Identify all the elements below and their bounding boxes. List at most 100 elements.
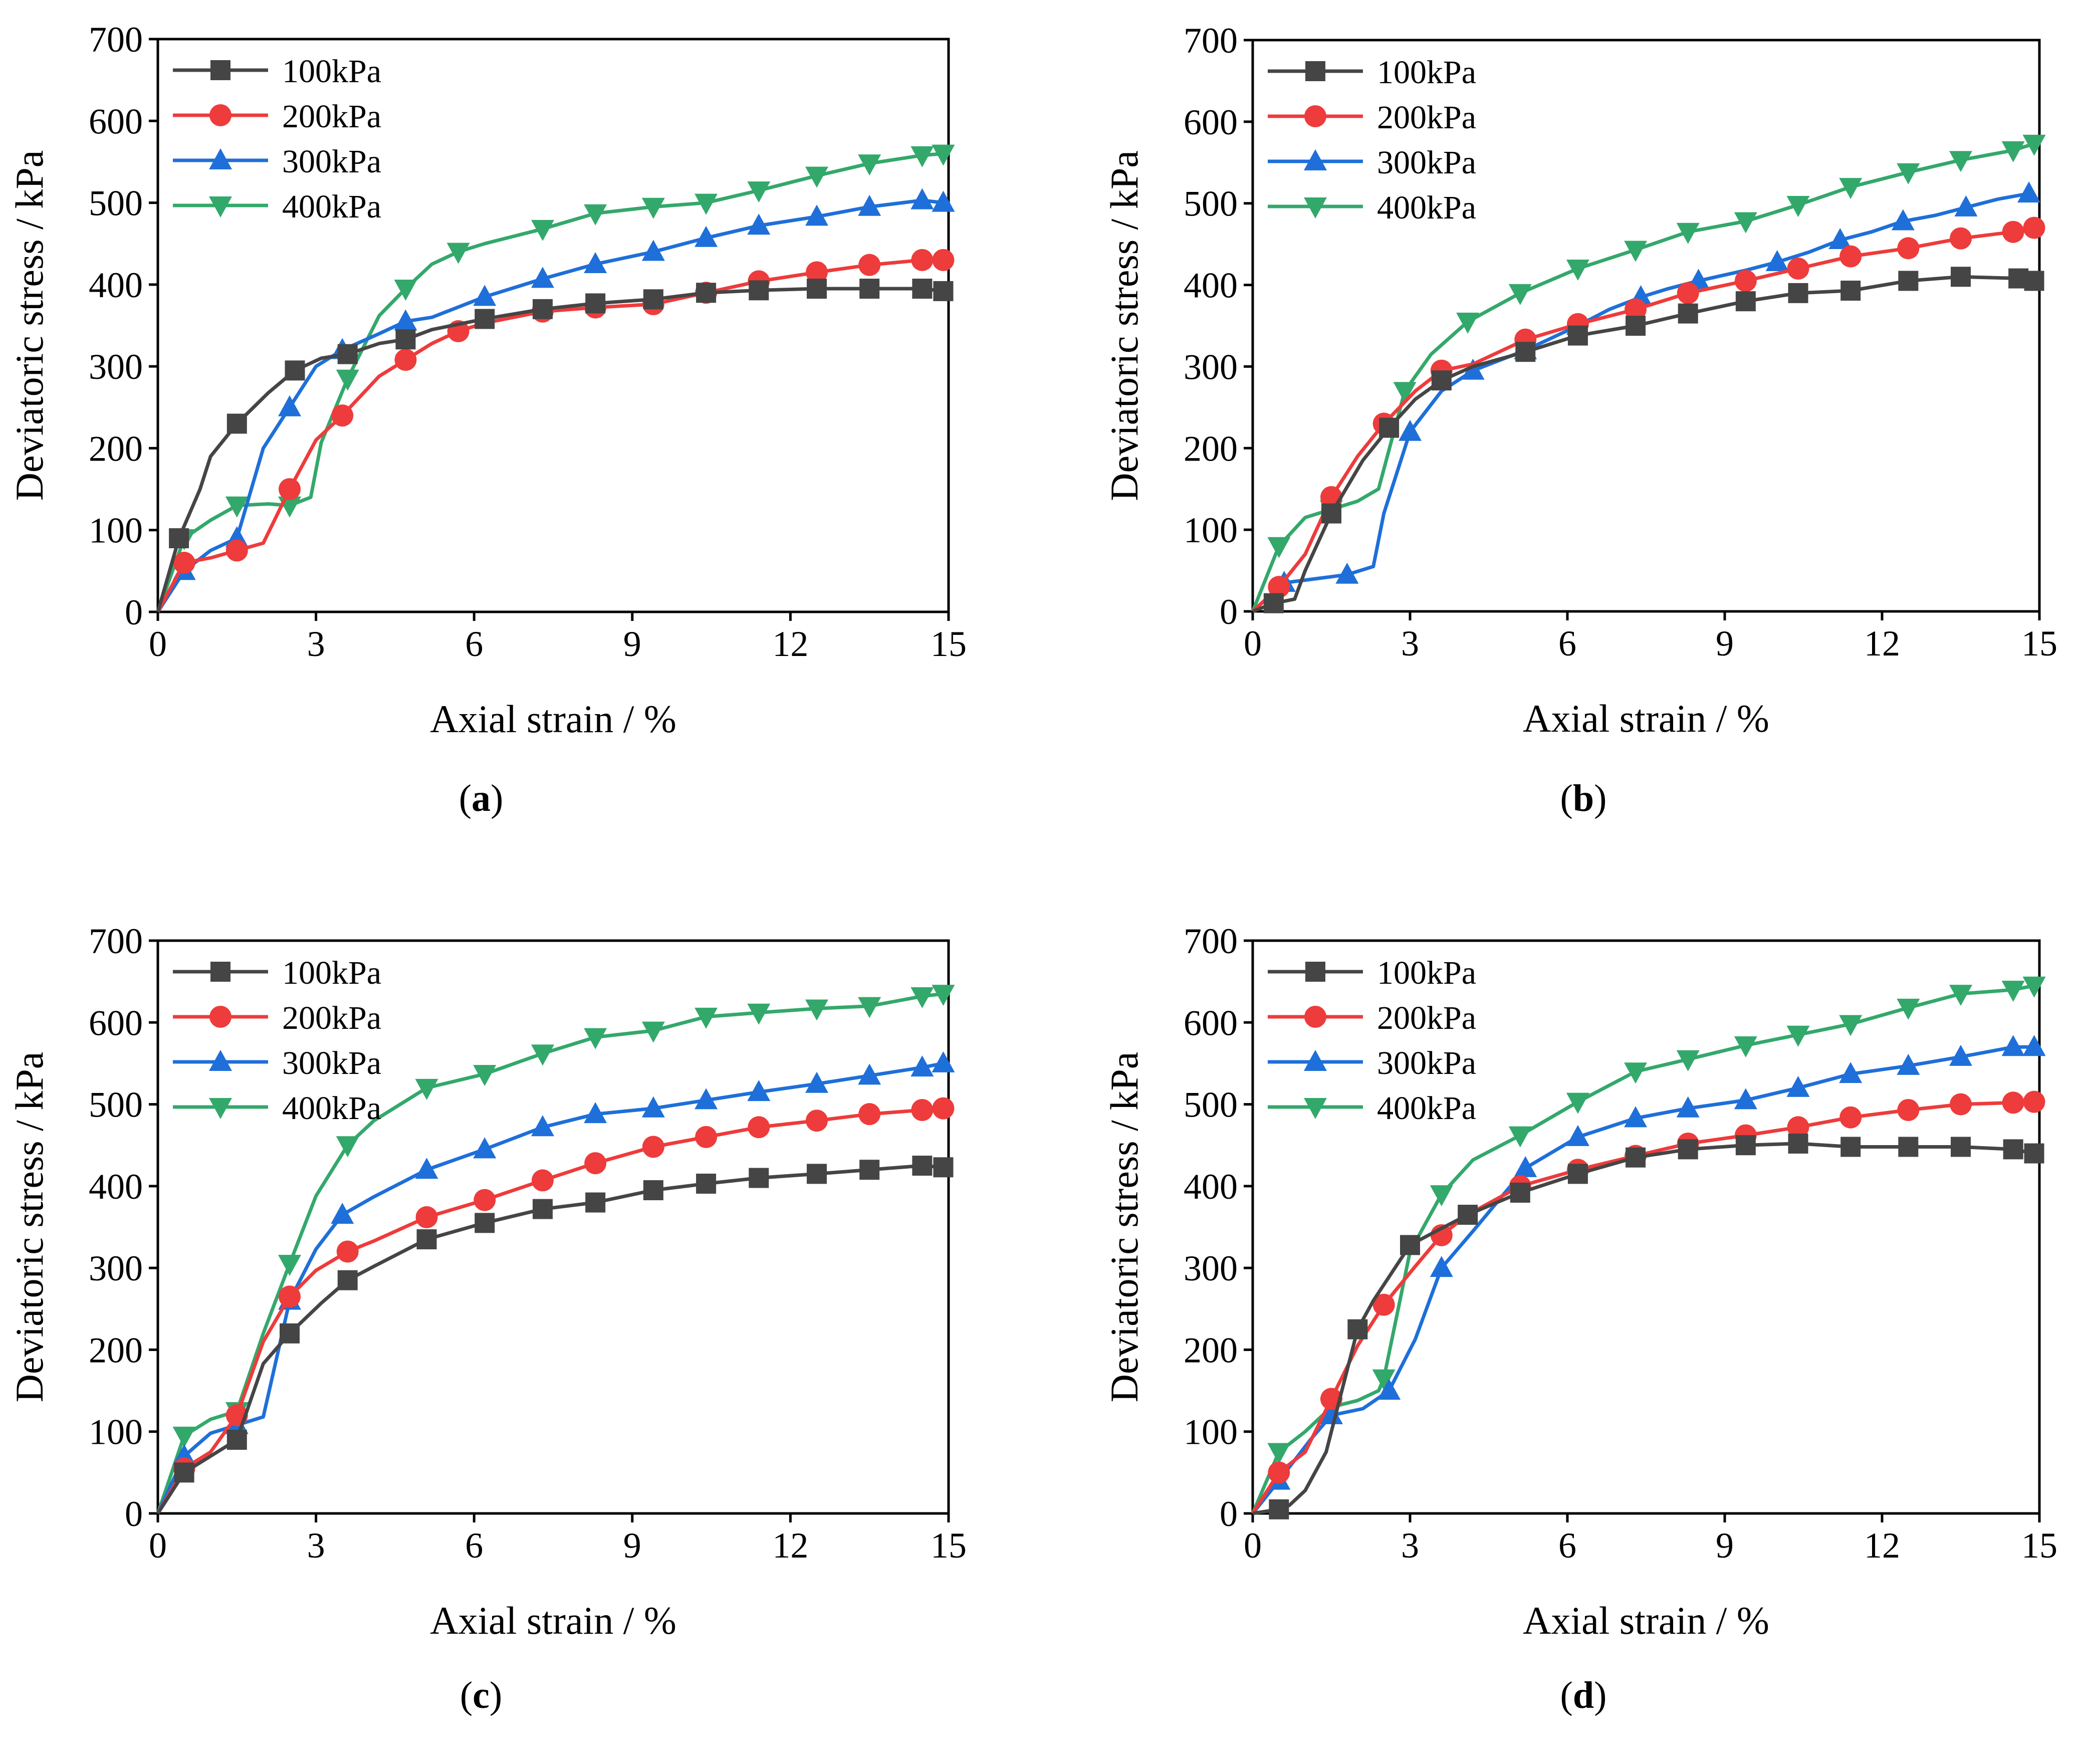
series-line-400kPa <box>156 992 944 1514</box>
data-point-400kPa <box>336 1136 359 1158</box>
plot-frame <box>1251 939 2041 1515</box>
legend: 100kPa 200kPa 300kPa 400kPa <box>1268 955 1476 1127</box>
y-tick-label: 100 <box>1184 1412 1238 1452</box>
data-point-100kPa <box>169 528 189 549</box>
legend-entry-400kPa: 400kPa <box>173 188 381 225</box>
x-tick-label: 6 <box>1558 1525 1576 1566</box>
data-point-400kPa <box>1839 178 1863 199</box>
data-point-100kPa <box>1321 503 1341 524</box>
data-point-300kPa <box>641 240 665 261</box>
legend-marker <box>209 104 232 126</box>
data-point-100kPa <box>859 1160 880 1180</box>
data-point-300kPa <box>1676 1096 1700 1118</box>
series-200kPa <box>156 1097 955 1514</box>
data-point-200kPa <box>1625 298 1647 321</box>
data-point-300kPa <box>858 194 881 216</box>
legend-entry-100kPa: 100kPa <box>173 53 381 90</box>
data-point-100kPa <box>532 299 553 319</box>
data-point-400kPa <box>858 154 881 176</box>
legend-label: 400kPa <box>1377 189 1476 226</box>
data-point-200kPa <box>331 404 354 427</box>
data-point-200kPa <box>1787 258 1809 280</box>
x-tick-label: 15 <box>931 624 967 664</box>
panel-caption-d: (d) <box>1560 1674 1607 1716</box>
data-point-300kPa <box>473 1137 497 1159</box>
data-point-300kPa <box>1786 1075 1810 1097</box>
data-point-100kPa <box>1379 417 1400 438</box>
data-point-100kPa <box>1626 316 1646 336</box>
data-point-400kPa <box>805 166 828 188</box>
y-tick-label: 600 <box>1184 102 1238 142</box>
data-point-200kPa <box>1950 227 1972 250</box>
data-point-400kPa <box>531 219 554 241</box>
data-point-400kPa <box>1566 260 1589 281</box>
data-point-400kPa <box>932 144 955 166</box>
data-point-100kPa <box>1567 1164 1588 1184</box>
legend-entry-300kPa: 300kPa <box>173 1045 381 1081</box>
y-tick-label: 600 <box>89 101 143 141</box>
data-point-100kPa <box>1510 1182 1530 1203</box>
x-tick-label: 3 <box>307 1525 325 1566</box>
y-axis-label: Deviatoric stress / kPa <box>1102 150 1146 501</box>
legend-marker <box>209 1050 232 1071</box>
data-point-400kPa <box>695 193 718 215</box>
data-point-100kPa <box>933 1157 954 1178</box>
legend-label: 100kPa <box>1377 955 1476 991</box>
data-point-100kPa <box>2024 1143 2044 1164</box>
series-line-400kPa <box>156 152 944 613</box>
x-tick-label: 0 <box>149 1525 167 1566</box>
data-point-200kPa <box>1897 237 1920 260</box>
data-point-300kPa <box>805 1071 828 1093</box>
legend-marker <box>1304 1050 1327 1071</box>
legend-entry-200kPa: 200kPa <box>173 1000 381 1036</box>
data-point-200kPa <box>748 1116 770 1139</box>
data-point-400kPa <box>641 1021 665 1043</box>
data-point-100kPa <box>643 289 663 310</box>
y-tick-label: 500 <box>1184 1085 1238 1125</box>
data-point-100kPa <box>1735 1135 1756 1156</box>
data-point-200kPa <box>584 1152 607 1175</box>
x-tick-label: 3 <box>1401 1525 1419 1566</box>
data-point-300kPa <box>2022 1035 2046 1056</box>
data-point-100kPa <box>749 1168 769 1188</box>
x-axis-label: Axial strain / % <box>430 697 676 741</box>
data-point-400kPa <box>1508 1126 1532 1148</box>
data-point-400kPa <box>278 1254 301 1276</box>
legend-entry-300kPa: 300kPa <box>1268 144 1476 181</box>
x-tick-label: 9 <box>1716 1525 1734 1566</box>
legend-marker <box>1304 1006 1326 1028</box>
legend-marker <box>209 1006 232 1028</box>
y-tick-label: 300 <box>89 347 143 387</box>
data-point-200kPa <box>1372 1293 1395 1316</box>
data-point-100kPa <box>2003 1139 2023 1160</box>
legend-label: 100kPa <box>1377 54 1476 91</box>
legend-marker <box>1304 105 1326 127</box>
chart-panel-a: 0 3 6 9 12 15 0 100 200 300 400 500 600 700 Axial stra… <box>8 20 967 741</box>
data-point-100kPa <box>1898 271 1919 291</box>
data-point-200kPa <box>1677 282 1699 304</box>
data-point-400kPa <box>584 1028 607 1049</box>
y-tick-label: 400 <box>89 265 143 305</box>
legend-label: 200kPa <box>282 98 381 135</box>
x-axis-label: Axial strain / % <box>1523 1599 1769 1642</box>
x-axis-label: Axial strain / % <box>1523 697 1769 740</box>
data-point-400kPa <box>1676 223 1700 244</box>
data-point-400kPa <box>2001 141 2025 162</box>
legend-label: 400kPa <box>1377 1090 1476 1127</box>
data-point-400kPa <box>1456 312 1480 334</box>
legend-entry-100kPa: 100kPa <box>1268 955 1476 991</box>
y-tick-label: 200 <box>89 428 143 469</box>
data-point-400kPa <box>858 997 881 1018</box>
data-point-400kPa <box>1734 1036 1757 1058</box>
data-point-200kPa <box>279 478 301 501</box>
data-point-400kPa <box>225 496 249 518</box>
x-tick-label: 6 <box>465 624 483 664</box>
data-point-100kPa <box>226 1430 247 1450</box>
legend-entry-400kPa: 400kPa <box>1268 1090 1476 1127</box>
data-point-300kPa <box>278 395 301 416</box>
data-point-200kPa <box>1787 1116 1809 1139</box>
data-point-400kPa <box>1430 1185 1453 1207</box>
data-point-400kPa <box>747 1003 771 1025</box>
series-line-300kPa <box>1251 1045 2034 1515</box>
x-tick-label: 6 <box>1558 623 1576 664</box>
